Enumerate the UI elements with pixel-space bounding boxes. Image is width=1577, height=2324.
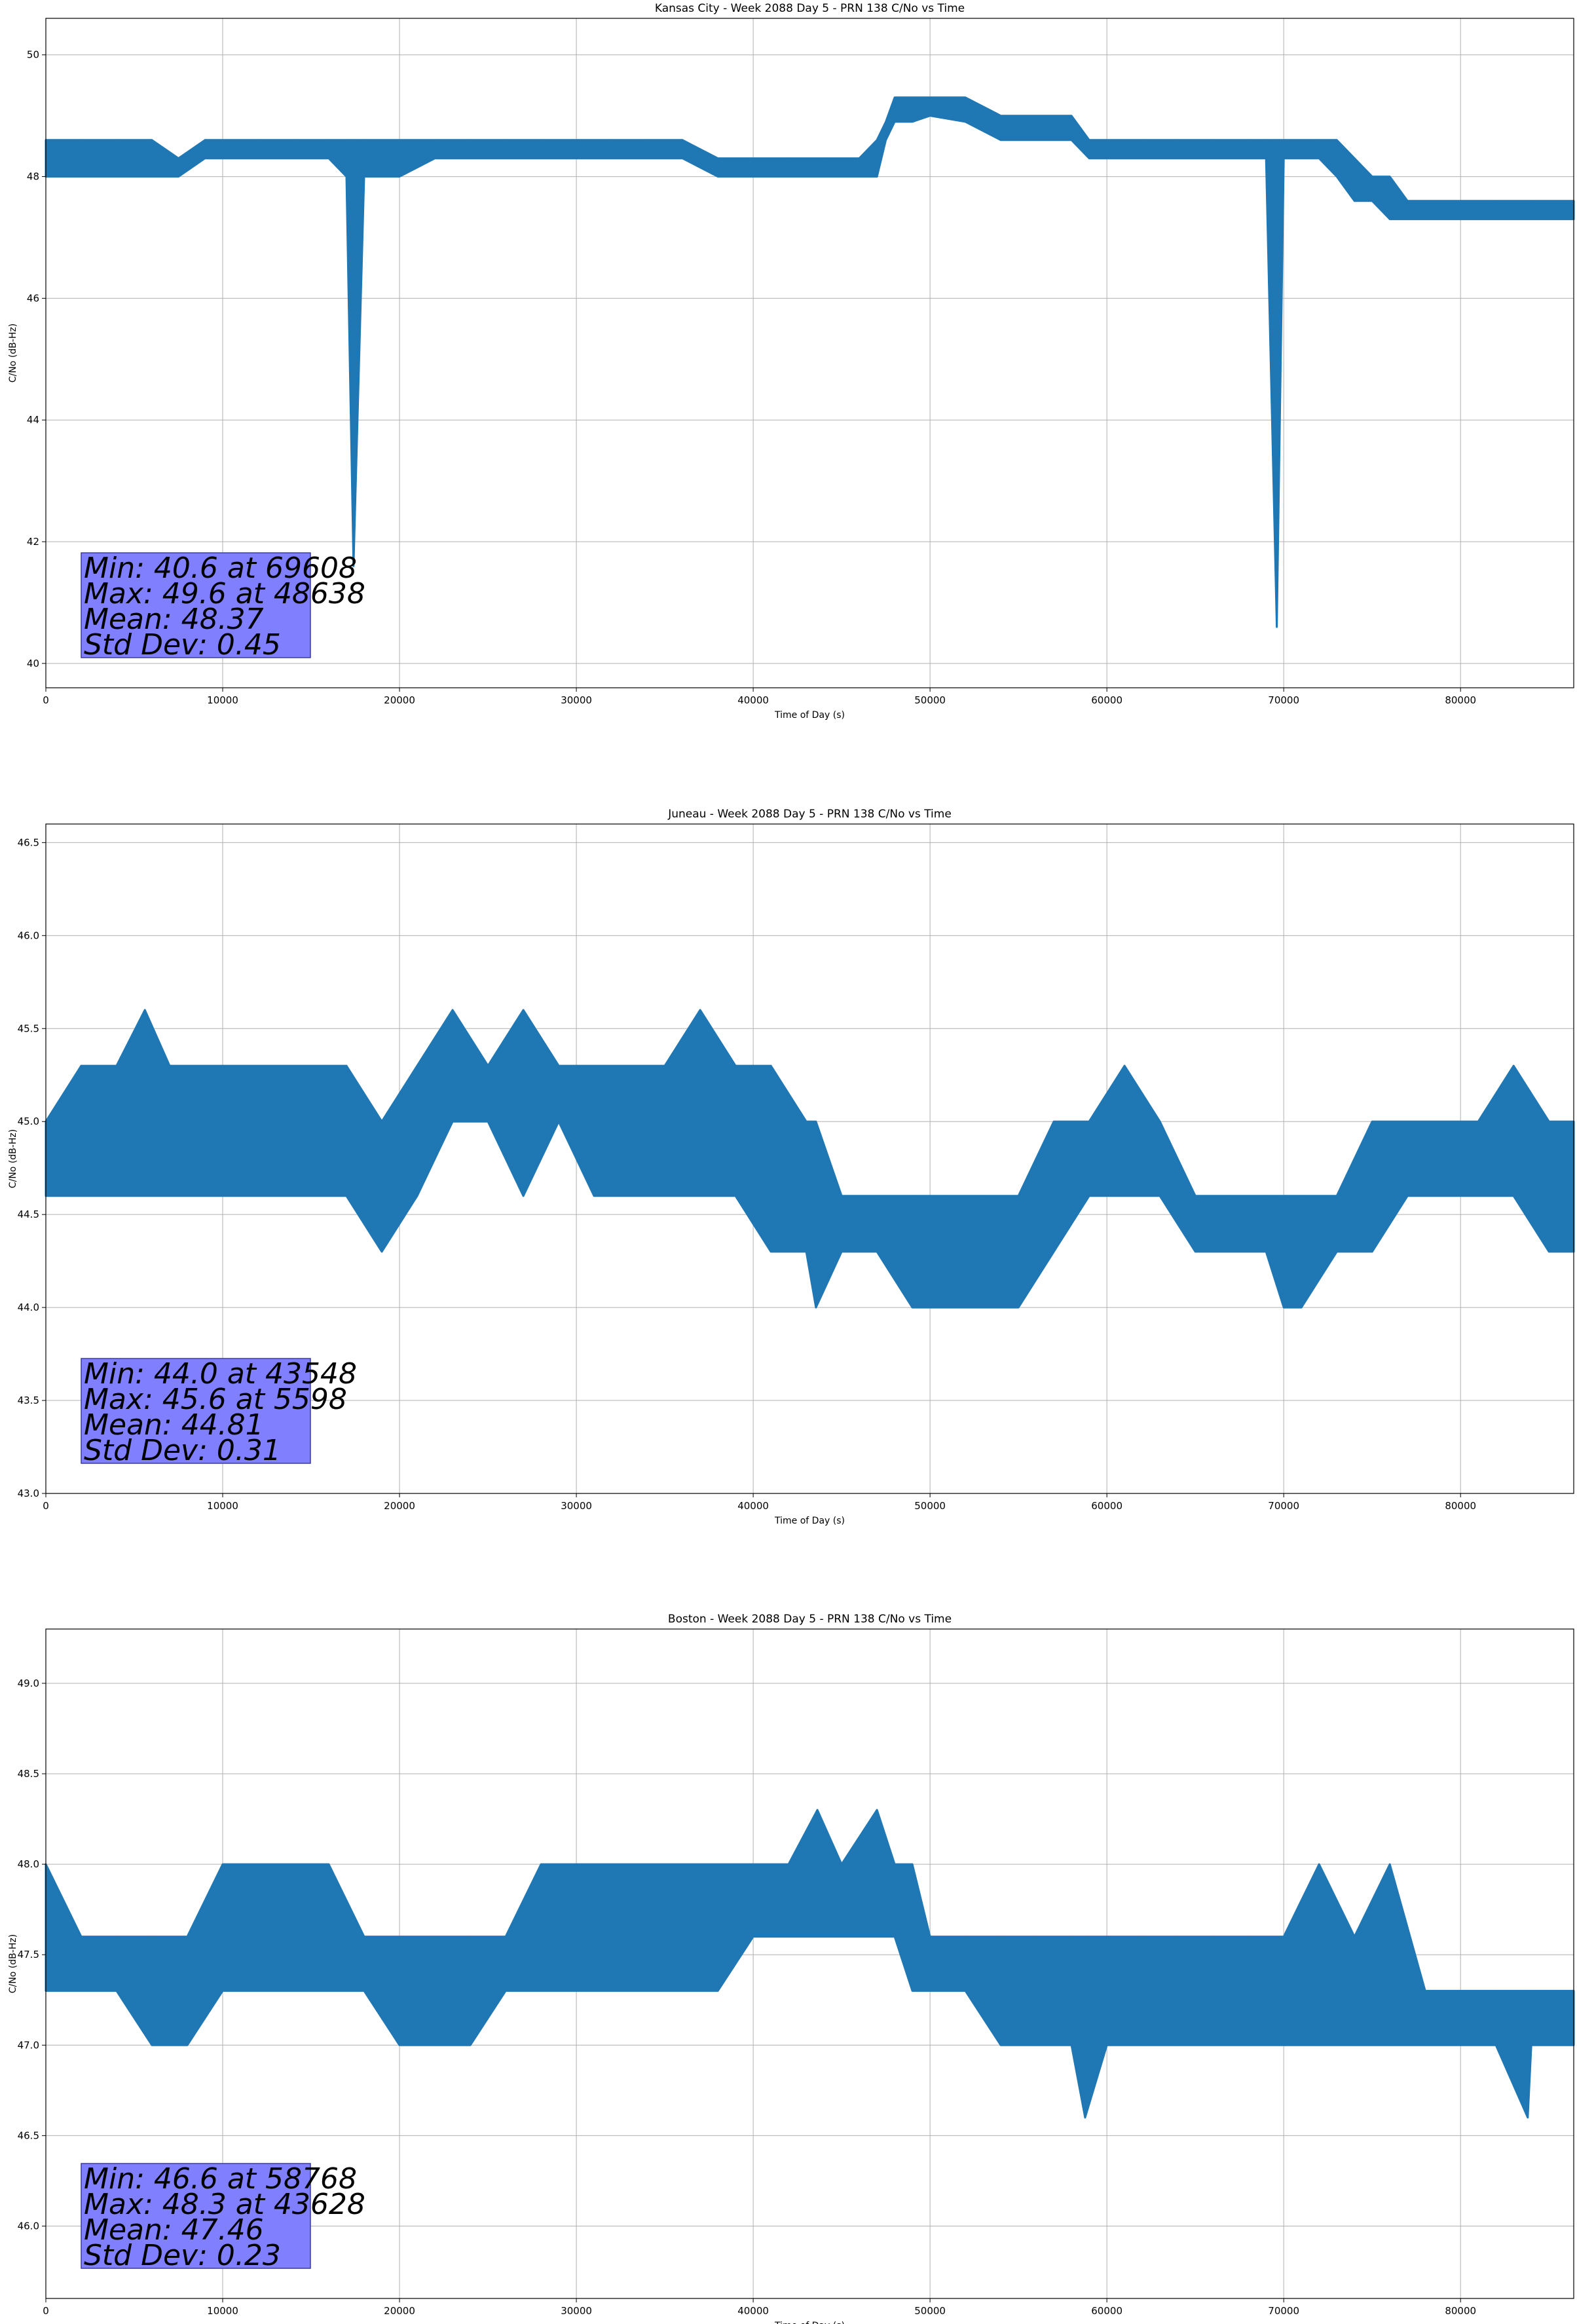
chart-title: Kansas City - Week 2088 Day 5 - PRN 138 … [655,2,965,15]
y-axis-label: C/No (dB-Hz) [8,1934,18,1993]
data-series-band [45,1809,1575,2119]
chart-panel-2: 0 10000 20000 30000 40000 50000 60000 70000 8000… [8,1613,1575,2324]
y-tick-label: 45.0 [18,1115,39,1127]
x-tick-label: 50000 [914,2305,946,2317]
x-tick-label: 70000 [1268,694,1299,706]
x-tick-label: 60000 [1091,694,1122,706]
x-tick-label: 60000 [1091,2305,1122,2317]
stats-line: Min: 46.6 at 58768 [84,2162,357,2196]
axes-frame [45,18,1574,688]
x-tick-label: 70000 [1268,2305,1299,2317]
y-tick-label: 46 [27,292,39,304]
x-tick-label: 0 [43,1500,49,1512]
x-tick-label: 80000 [1445,694,1476,706]
chart-title: Juneau - Week 2088 Day 5 - PRN 138 C/No … [667,808,952,821]
x-tick-label: 60000 [1091,1500,1122,1512]
y-tick-label: 46.5 [18,836,39,848]
x-tick-label: 30000 [561,2305,592,2317]
stats-box [81,552,311,658]
y-tick-label: 48 [27,171,39,183]
y-tick-label: 46.0 [18,929,39,941]
x-tick-label: 50000 [914,1500,946,1512]
x-tick-label: 80000 [1445,1500,1476,1512]
chart-title: Boston - Week 2088 Day 5 - PRN 138 C/No … [668,1613,952,1626]
stats-line: Min: 44.0 at 43548 [84,1357,357,1391]
data-series-band [45,1009,1575,1309]
y-tick-label: 45.5 [18,1022,39,1034]
stats-line: Mean: 44.81 [84,1408,264,1442]
y-tick-label: 48.5 [18,1768,39,1780]
y-tick-label: 43.5 [18,1395,39,1406]
x-axis-label: Time of Day (s) [774,2321,845,2324]
y-tick-label: 47.5 [18,1949,39,1960]
x-tick-label: 30000 [561,694,592,706]
y-tick-label: 48.0 [18,1858,39,1870]
y-tick-label: 44.0 [18,1302,39,1313]
y-tick-label: 47.0 [18,2039,39,2051]
stats-line: Mean: 47.46 [84,2213,264,2247]
stats-line: Std Dev: 0.45 [84,628,281,662]
x-tick-label: 40000 [737,2305,769,2317]
y-axis-label: C/No (dB-Hz) [8,324,18,383]
y-tick-label: 46.5 [18,2129,39,2141]
x-tick-label: 10000 [207,694,238,706]
y-tick-label: 50 [27,49,39,61]
y-tick-label: 49.0 [18,1677,39,1689]
y-axis-label: C/No (dB-Hz) [8,1129,18,1188]
stats-box [81,2163,311,2269]
x-tick-label: 40000 [737,1500,769,1512]
x-tick-label: 10000 [207,1500,238,1512]
x-tick-label: 20000 [384,2305,415,2317]
x-tick-label: 20000 [384,694,415,706]
stats-line: Mean: 48.37 [84,603,264,636]
stats-line: Std Dev: 0.23 [84,2239,281,2272]
stats-line: Std Dev: 0.31 [84,1434,281,1467]
axes-frame [45,823,1574,1494]
y-tick-label: 40 [27,658,39,669]
stats-line: Max: 45.6 at 5598 [84,1383,347,1416]
y-tick-label: 44.5 [18,1209,39,1220]
chart-panel-1: 0 10000 20000 30000 40000 50000 60000 70000 8000… [8,808,1575,1526]
x-tick-label: 40000 [737,694,769,706]
x-tick-label: 70000 [1268,1500,1299,1512]
y-tick-label: 44 [27,414,39,426]
chart-panel-0: 0 10000 20000 30000 40000 50000 60000 70000 8000… [8,2,1575,721]
x-tick-label: 20000 [384,1500,415,1512]
stats-box [81,1358,311,1464]
stats-line: Max: 48.3 at 43628 [84,2188,365,2221]
x-tick-label: 0 [43,694,49,706]
stats-line: Max: 49.6 at 48638 [84,577,365,610]
x-tick-label: 50000 [914,694,946,706]
y-tick-label: 46.0 [18,2221,39,2232]
axes-frame [45,1628,1574,2299]
y-tick-label: 42 [27,536,39,548]
x-tick-label: 0 [43,2305,49,2317]
x-tick-label: 30000 [561,1500,592,1512]
stats-line: Min: 40.6 at 69608 [84,552,357,585]
y-tick-label: 43.0 [18,1488,39,1499]
x-axis-label: Time of Day (s) [774,710,845,721]
x-tick-label: 10000 [207,2305,238,2317]
x-axis-label: Time of Day (s) [774,1516,845,1526]
x-tick-label: 80000 [1445,2305,1476,2317]
